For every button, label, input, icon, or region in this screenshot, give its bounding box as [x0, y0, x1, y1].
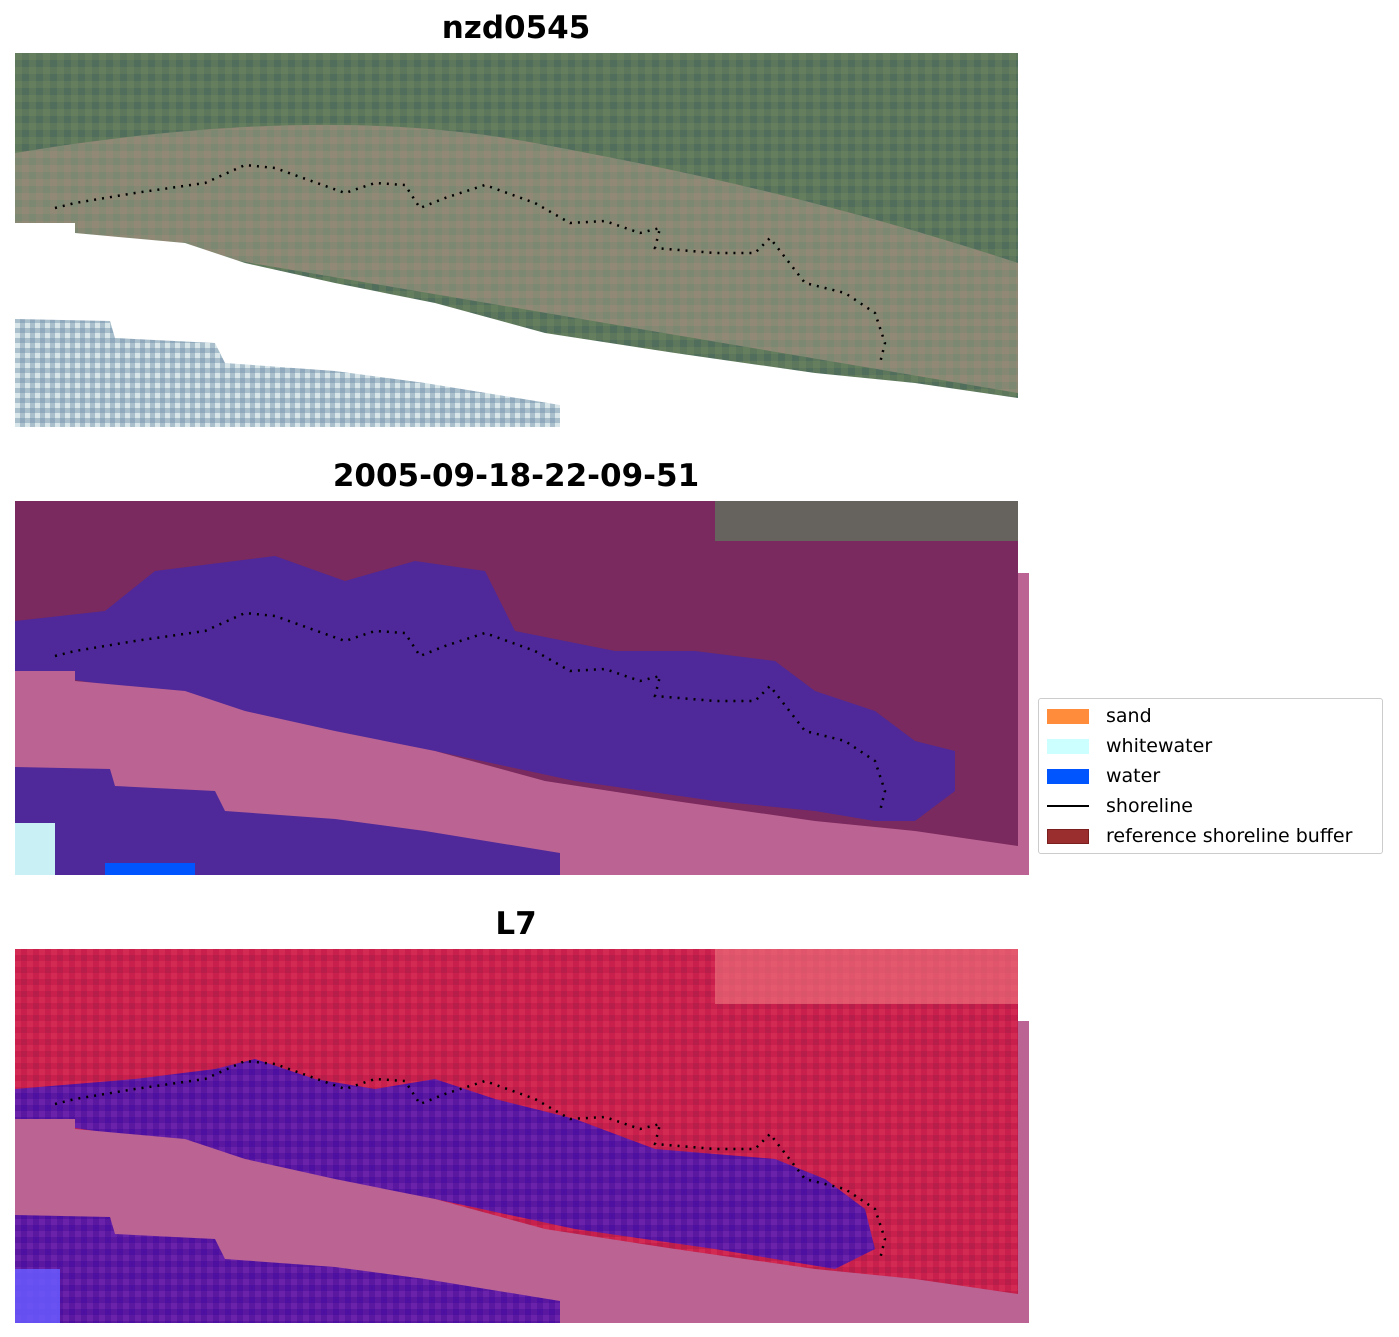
- legend-item-sand: sand: [1047, 704, 1152, 728]
- classification-image: [15, 501, 1029, 875]
- panel-title-date: 2005-09-18-22-09-51: [332, 458, 700, 494]
- shoreline-line-swatch: [1047, 805, 1089, 807]
- legend-label: water: [1106, 765, 1161, 787]
- legend-label: reference shoreline buffer: [1106, 825, 1353, 847]
- legend-item-buffer: reference shoreline buffer: [1047, 824, 1352, 848]
- legend-label: whitewater: [1106, 735, 1213, 757]
- panel-title-satellite: L7: [495, 906, 537, 942]
- legend-label: sand: [1106, 705, 1152, 727]
- rgb-satellite-image: [15, 53, 1018, 427]
- buffer-swatch: [1047, 828, 1089, 844]
- water-swatch: [1047, 768, 1089, 784]
- sand-swatch: [1047, 708, 1089, 724]
- legend-item-whitewater: whitewater: [1047, 734, 1212, 758]
- panel-title-rgb: nzd0545: [441, 10, 591, 46]
- legend-item-shoreline: shoreline: [1047, 794, 1193, 818]
- legend-label: shoreline: [1106, 795, 1193, 817]
- legend-item-water: water: [1047, 764, 1160, 788]
- whitewater-swatch: [1047, 738, 1089, 754]
- ndwi-image: [15, 949, 1029, 1323]
- legend: sand whitewater water shoreline referenc…: [1038, 698, 1383, 854]
